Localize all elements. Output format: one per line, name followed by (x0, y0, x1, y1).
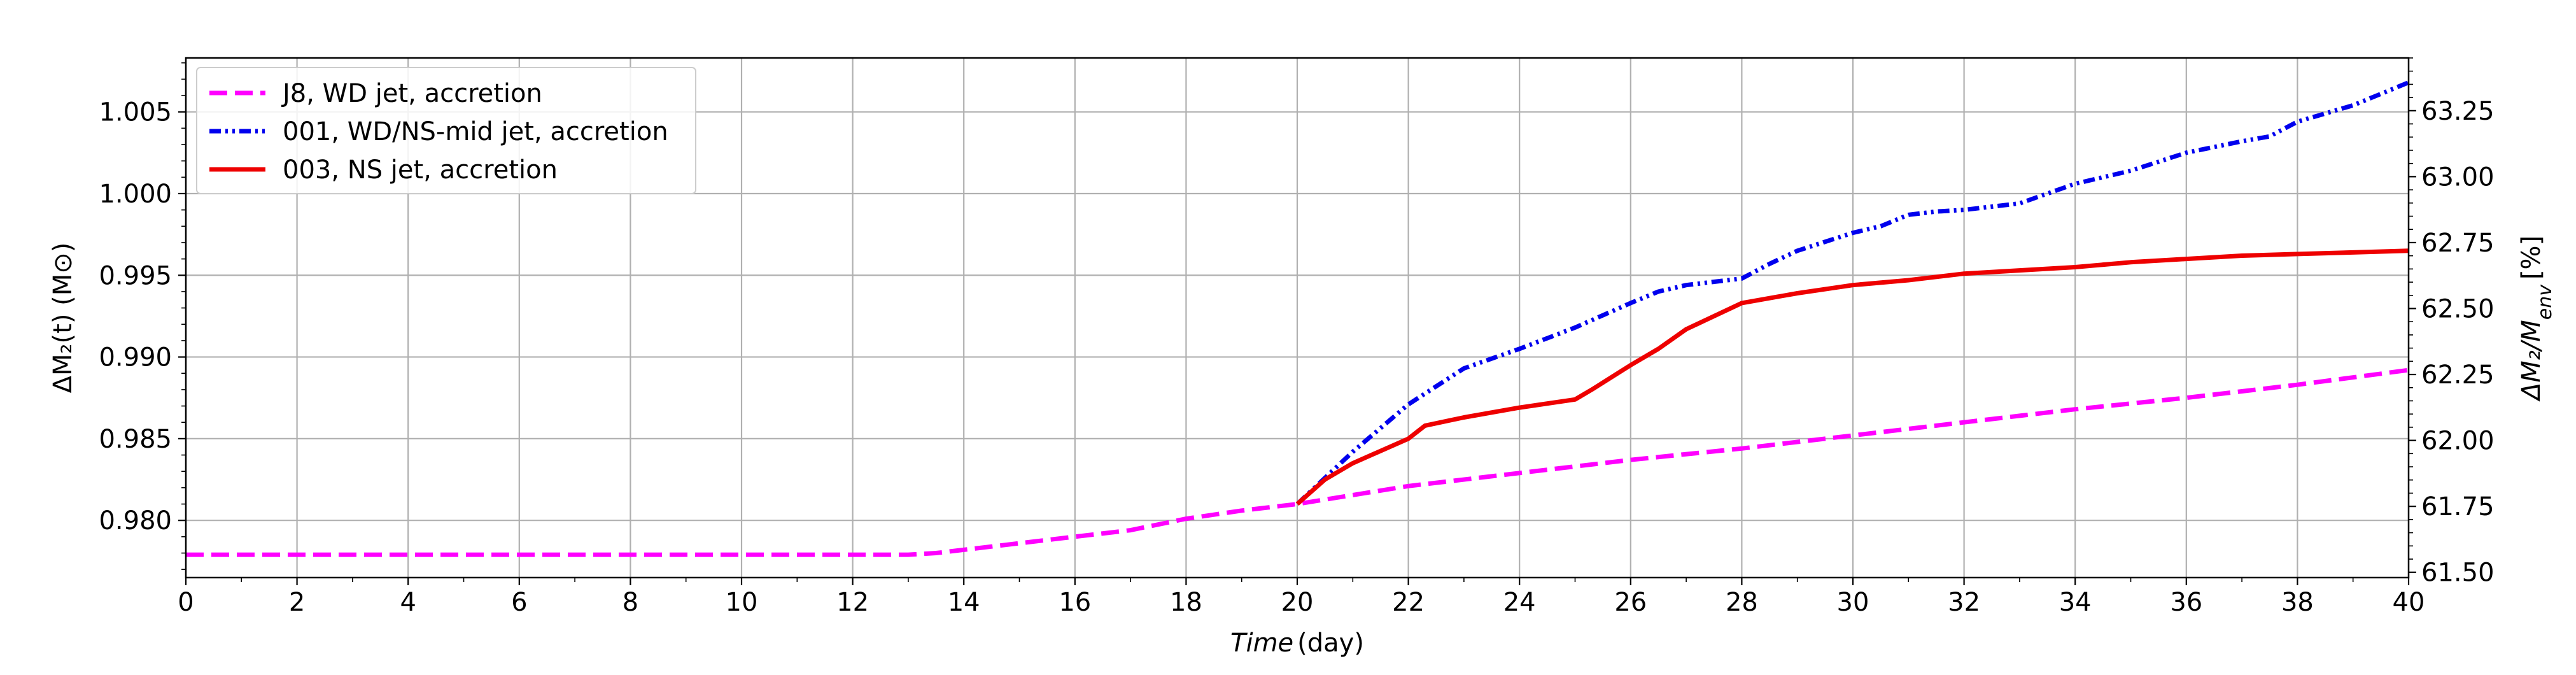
x-tick-label: 2 (289, 588, 305, 617)
y-axis-left: 0.980 0.985 0.990 0.995 1.000 1.005 (99, 62, 186, 570)
y2-tick-label: 62.00 (2421, 427, 2495, 456)
y2-tick-label: 63.25 (2421, 97, 2495, 126)
x-tick-label: 40 (2393, 588, 2425, 617)
x-tick-label: 36 (2170, 588, 2202, 617)
y-axis-right: 61.50 61.75 62.00 62.25 62.50 62.75 63.00 63.25 (2409, 57, 2495, 588)
legend-label-2: 001, WD/NS-mid jet, accretion (283, 117, 668, 146)
x-tick-label: 26 (1614, 588, 1647, 617)
x-axis-label: Time (day) (1230, 629, 1364, 658)
legend-label-3: 003, NS jet, accretion (283, 155, 558, 185)
y-axis-label-right: ΔM₂/Menv[%] (2517, 236, 2556, 402)
series-line-2 (1295, 80, 2410, 506)
x-tick-label: 34 (2059, 588, 2092, 617)
y2-tick-label: 61.75 (2421, 492, 2495, 522)
y-tick-label: 0.995 (99, 261, 172, 290)
x-axis: 0 2 4 6 8 10 12 14 16 18 20 22 24 26 28 30 32 34 36 38 40 (178, 578, 2425, 617)
y2-tick-label: 62.75 (2421, 229, 2495, 258)
x-tick-label: 4 (400, 588, 416, 617)
x-tick-label: 6 (511, 588, 527, 617)
y-tick-label: 1.000 (99, 180, 172, 209)
x-tick-label: 24 (1503, 588, 1536, 617)
x-tick-label: 38 (2281, 588, 2314, 617)
x-tick-label: 14 (948, 588, 980, 617)
x-tick-label: 32 (1948, 588, 1980, 617)
x-tick-label: 22 (1392, 588, 1425, 617)
series-line-3 (1295, 248, 2409, 506)
y-tick-label: 0.980 (99, 506, 172, 536)
x-tick-label: 28 (1726, 588, 1758, 617)
x-tick-label: 10 (726, 588, 758, 617)
y-tick-label: 1.005 (99, 98, 172, 127)
y2-tick-label: 62.25 (2421, 360, 2495, 390)
x-tick-label: 18 (1170, 588, 1202, 617)
legend-box (196, 67, 696, 194)
y2-tick-label: 61.50 (2421, 558, 2495, 588)
legend-label-1: J8, WD jet, accretion (281, 79, 542, 108)
y2-tick-label: 62.50 (2421, 295, 2495, 324)
y-axis-label-left: ΔM₂(t) (M⊙) (48, 243, 78, 394)
y2-tick-label: 63.00 (2421, 162, 2495, 192)
series-line-1 (186, 367, 2409, 557)
x-tick-label: 12 (836, 588, 869, 617)
x-tick-label: 8 (623, 588, 638, 617)
x-tick-label: 16 (1059, 588, 1091, 617)
y-tick-label: 0.985 (99, 425, 172, 454)
y-tick-label: 0.990 (99, 343, 172, 373)
x-tick-label: 30 (1837, 588, 1869, 617)
x-tick-label: 0 (178, 588, 194, 617)
series-layer (186, 80, 2410, 557)
x-tick-label: 20 (1281, 588, 1314, 617)
legend: J8, WD jet, accretion 001, WD/NS-mid jet,… (196, 67, 696, 194)
